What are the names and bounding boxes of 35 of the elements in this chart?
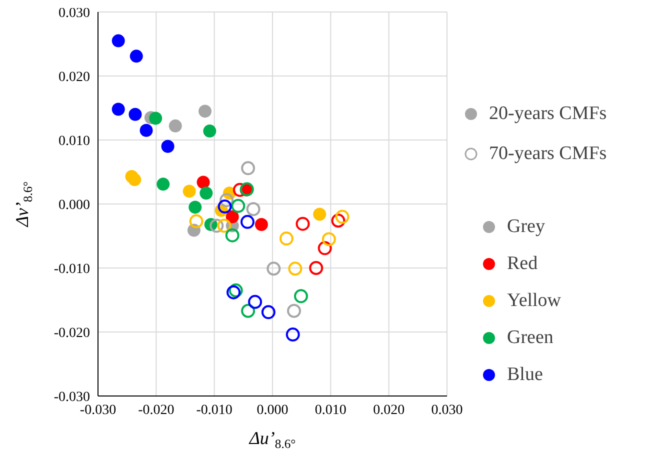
y-tick-label: -0.020 — [54, 326, 90, 341]
x-tick-label: 0.010 — [314, 402, 346, 418]
text: Red — [507, 252, 538, 274]
y-tick-label: -0.010 — [54, 262, 90, 277]
x-tick-label: 0.030 — [431, 402, 463, 418]
text: Blue — [507, 364, 543, 386]
y-tick-label: 0.010 — [58, 134, 90, 149]
point — [254, 218, 268, 231]
point — [318, 241, 332, 256]
x-tick-label: -0.010 — [196, 402, 232, 418]
y-tick-label: 0.020 — [58, 70, 90, 85]
point — [241, 161, 256, 176]
point — [287, 304, 302, 318]
point — [210, 218, 224, 233]
x-tick-label: 0.020 — [373, 402, 405, 418]
point — [246, 202, 260, 216]
point — [220, 193, 234, 208]
x-tick-label: -0.030 — [80, 402, 116, 418]
point — [196, 176, 210, 189]
point — [309, 261, 324, 275]
x-axis-title: Δu’$_{8.6°}$ — [248, 428, 296, 451]
text: Yellow — [507, 290, 562, 312]
point — [331, 214, 346, 228]
legend-label: 20-years CMFs — [489, 103, 607, 125]
point — [226, 210, 239, 224]
x-tick-label: -0.020 — [138, 402, 174, 418]
point — [266, 262, 281, 276]
text: Green — [507, 326, 554, 348]
y-tick-label: -0.030 — [54, 390, 90, 405]
point — [296, 216, 310, 231]
text: Grey — [507, 216, 545, 238]
y-tick-label: 0.000 — [58, 198, 90, 213]
x-tick-label: 0.000 — [256, 402, 288, 418]
legend-label: 70-years CMFs — [489, 143, 607, 165]
y-tick-label: 0.030 — [58, 6, 90, 21]
